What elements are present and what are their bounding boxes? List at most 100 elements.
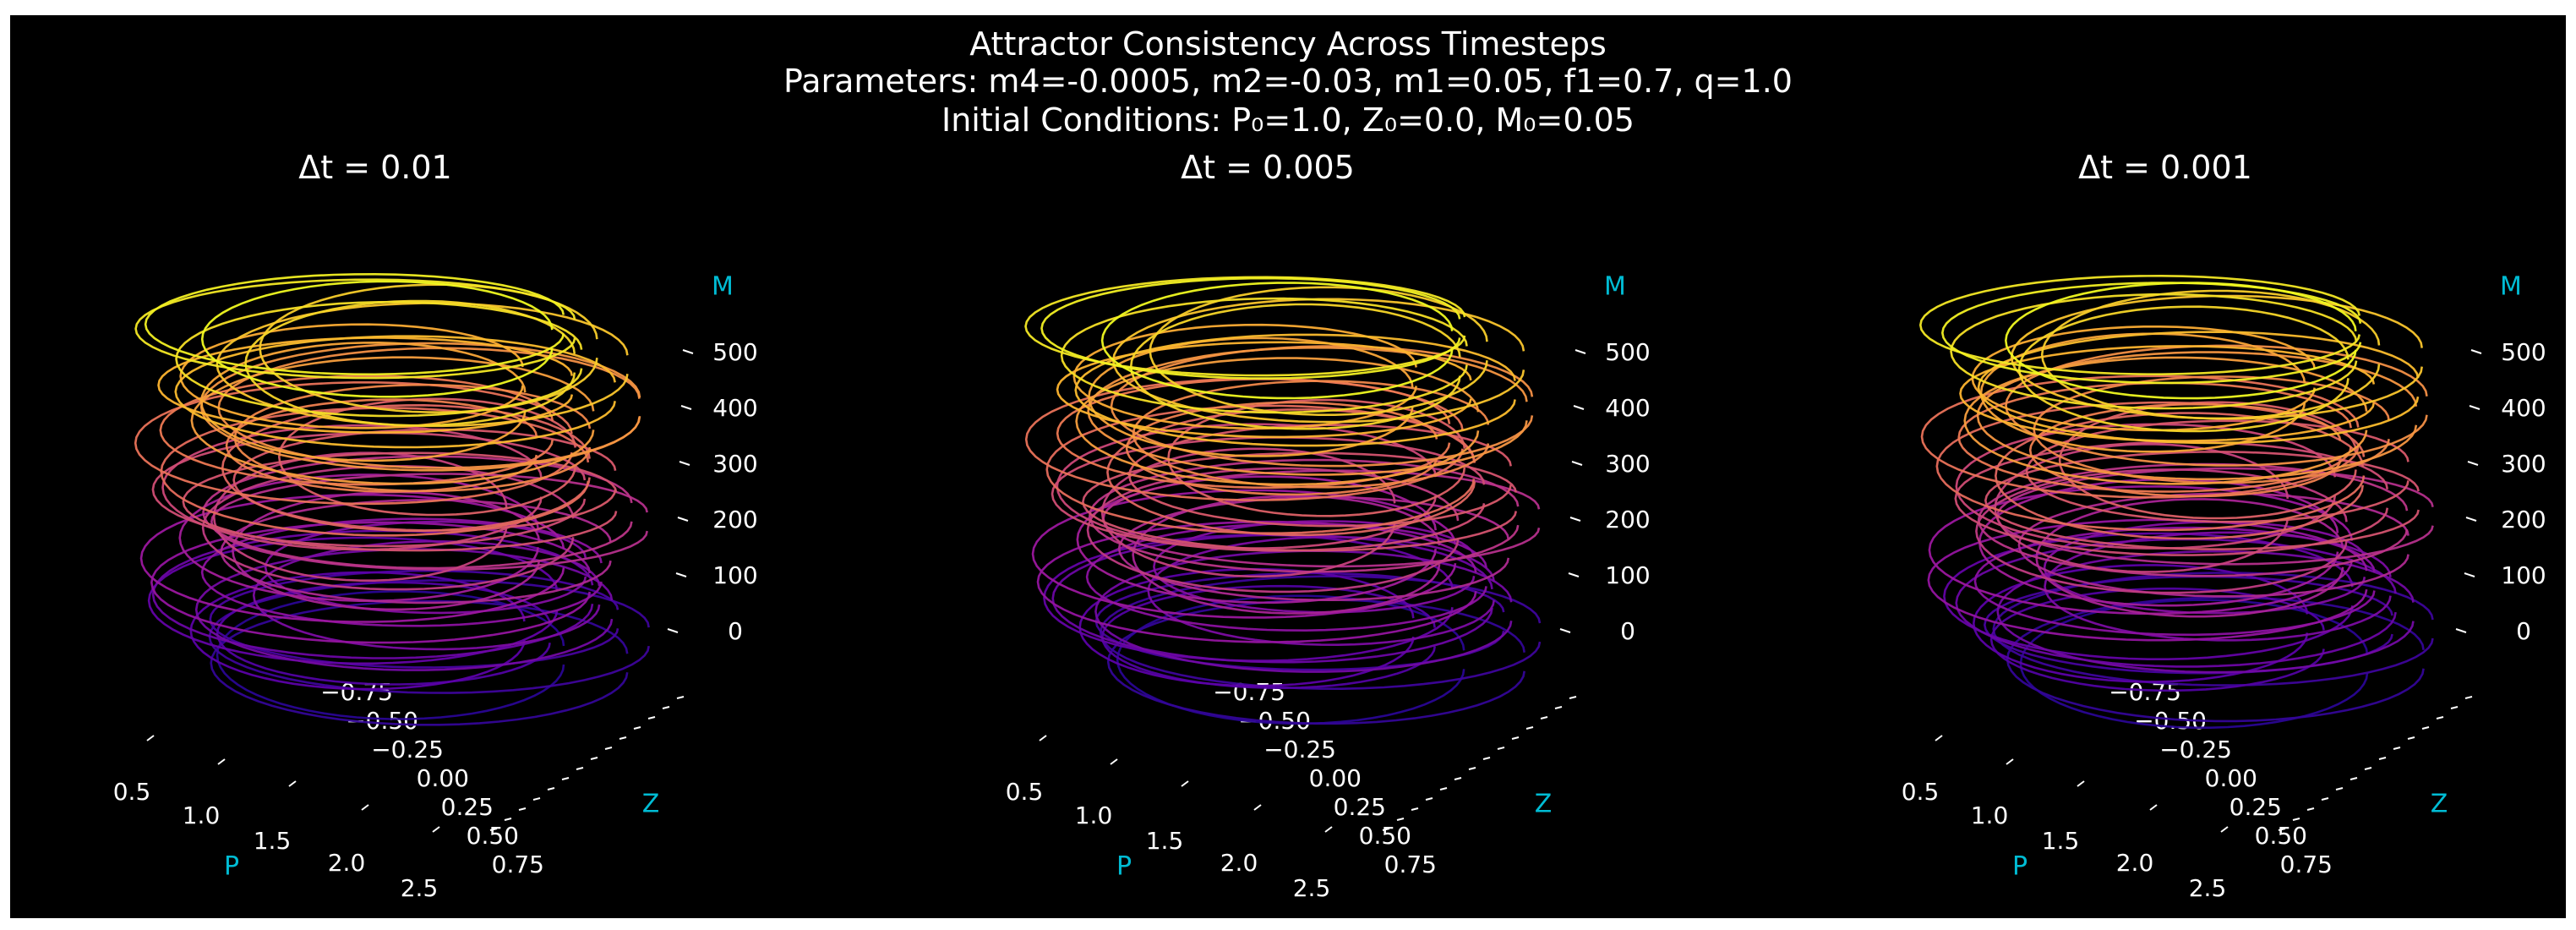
z-tick-label: 400: [2501, 394, 2546, 422]
attractor-loop: [1074, 333, 1516, 447]
attractor-loop: [1996, 550, 2415, 674]
x-tick-label: 1.5: [254, 827, 292, 855]
attractor-loop: [1954, 440, 2389, 556]
attractor-loop: [1125, 401, 1438, 496]
y-tick: [619, 736, 627, 740]
attractor-loop: [1056, 423, 1438, 550]
y-tick: [1439, 787, 1448, 790]
y-tick: [504, 818, 512, 821]
x-axis-label: P: [2012, 852, 2028, 882]
attractor-loop: [134, 381, 573, 506]
y-tick: [604, 747, 613, 750]
attractor-loop: [1167, 398, 1466, 517]
y-tick: [2464, 696, 2473, 699]
attractor-loop: [1994, 412, 2364, 540]
attractor-loop: [1086, 467, 1460, 594]
x-tick-label: 2.5: [2189, 874, 2227, 902]
attractor-loop: [1920, 375, 2360, 499]
z-tick: [2455, 628, 2467, 633]
z-tick-label: 500: [2501, 338, 2546, 366]
attractor-loop: [1927, 518, 2368, 642]
x-tick: [2006, 758, 2014, 765]
y-tick: [1411, 807, 1419, 811]
attractor-loop: [210, 599, 629, 726]
attractor-loop: [2010, 294, 2423, 420]
y-tick-label: 0.50: [2255, 822, 2307, 850]
attractor-loop: [1100, 282, 1454, 400]
attractor-loop: [1024, 276, 1466, 377]
x-tick: [432, 826, 440, 833]
attractor-loop: [1094, 572, 1505, 671]
y-tick: [2393, 747, 2401, 750]
attractor-loop: [1976, 351, 2418, 481]
attractor-loop: [1147, 535, 1495, 647]
x-axis-label: P: [1116, 852, 1132, 882]
y-tick-label: 0.00: [1309, 764, 1362, 792]
x-tick: [146, 735, 155, 741]
z-tick: [1573, 405, 1585, 410]
figure-subtitle-initial-conditions: Initial Conditions: P₀=1.0, Z₀=0.0, M₀=0…: [941, 101, 1635, 139]
attractor-loop: [1955, 538, 2397, 668]
x-tick-label: 1.0: [1075, 801, 1113, 829]
attractor-loop: [1060, 297, 1468, 414]
y-tick: [2364, 767, 2372, 770]
x-tick-label: 2.0: [1220, 849, 1258, 877]
y-tick: [489, 828, 498, 831]
z-tick: [2469, 405, 2480, 410]
attractor-loop: [1977, 331, 2420, 445]
y-tick-label: 0.00: [417, 764, 469, 792]
attractor-loop: [1935, 401, 2366, 532]
panel-title-dt-0.01: Δt = 0.01: [298, 149, 452, 186]
y-tick: [1525, 726, 1534, 730]
y-tick: [2407, 736, 2415, 740]
y-tick: [576, 767, 584, 770]
attractor-loop: [182, 451, 618, 552]
attractor-loop: [1975, 468, 2348, 594]
attractor-loop: [277, 397, 576, 517]
attractor-loop: [233, 383, 592, 493]
attractor-loop: [2004, 282, 2357, 400]
attractor-loop: [151, 431, 587, 548]
y-tick: [676, 696, 685, 699]
attractor-loop: [1056, 341, 1472, 439]
x-tick: [361, 804, 369, 811]
z-tick-label: 100: [1605, 561, 1650, 589]
attractor-loop: [2043, 521, 2366, 615]
attractor-loop: [1040, 276, 1461, 380]
attractor-loop: [190, 356, 595, 485]
y-tick: [2350, 777, 2358, 780]
z-tick-label: 200: [712, 506, 757, 533]
y-tick: [2421, 726, 2430, 730]
attractor-loop: [157, 336, 574, 434]
z-tick-label: 200: [2501, 506, 2546, 533]
x-tick: [217, 758, 226, 765]
attractor-loop: [1918, 274, 2361, 376]
y-tick: [2292, 818, 2300, 821]
z-tick: [1575, 349, 1586, 354]
panel-3: 0100200300400500M−0.75−0.50−0.250.000.25…: [1902, 272, 2546, 903]
y-tick: [1554, 706, 1563, 709]
attractor-loop: [232, 428, 617, 532]
y-tick-label: 0.00: [2205, 764, 2257, 792]
z-tick: [682, 349, 694, 354]
y-tick: [1569, 696, 1577, 699]
attractor-loop: [1075, 357, 1480, 486]
z-tick: [2465, 517, 2477, 522]
z-tick-label: 0: [2516, 617, 2531, 645]
z-tick-label: 200: [1605, 506, 1650, 533]
attractor-loop: [212, 451, 508, 582]
y-tick-label: 0.75: [2280, 851, 2333, 878]
attractor-loop: [216, 302, 629, 428]
attractor-loop: [189, 571, 526, 691]
x-tick-label: 1.5: [2042, 827, 2080, 855]
x-tick: [2077, 780, 2085, 787]
attractor-loop: [175, 300, 583, 418]
attractor-loop: [1132, 495, 1441, 615]
z-tick: [2464, 572, 2475, 577]
y-axis-label: Z: [1535, 790, 1553, 819]
attractor-loop: [1072, 323, 1417, 430]
y-tick: [2278, 828, 2286, 831]
x-tick-label: 2.5: [1293, 874, 1331, 902]
y-tick: [1540, 716, 1548, 719]
figure-title: Attractor Consistency Across Timesteps: [969, 25, 1607, 63]
